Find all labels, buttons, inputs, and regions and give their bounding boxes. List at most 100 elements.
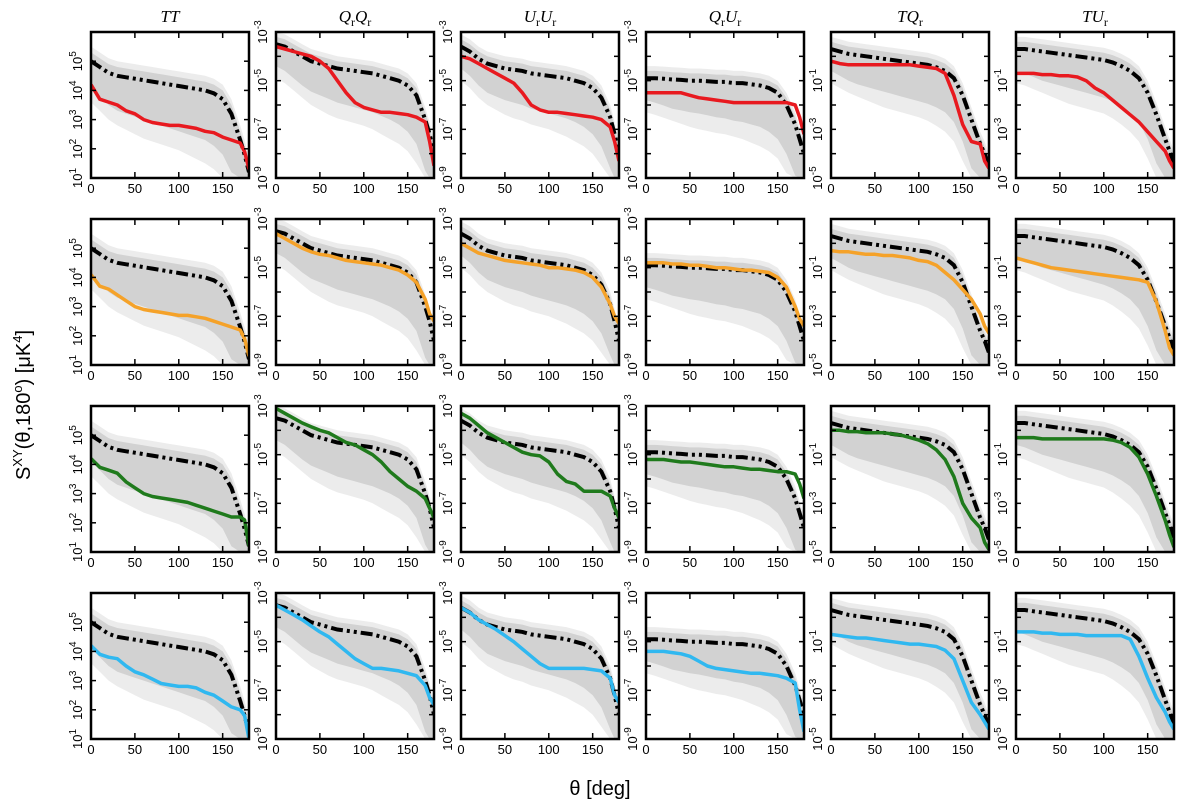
x-tick-label: 150	[767, 181, 789, 196]
y-tick-label: 10-3	[438, 394, 455, 418]
panel-row-4-urur: 0 50 100 150 10-9 10-7 10-5 10-3	[438, 581, 621, 757]
median-line	[646, 76, 804, 155]
median-line	[1016, 234, 1174, 352]
y-tick-label: 10-7	[438, 117, 455, 141]
observed-line	[1016, 71, 1174, 170]
x-tick-label: 100	[908, 742, 930, 757]
y-tick-label: 102	[68, 325, 85, 345]
band-68	[461, 413, 619, 552]
x-tick-label: 50	[128, 555, 142, 570]
panel-row-2-tur: 0 50 100 150 10-5 10-3 10-1	[993, 217, 1176, 383]
x-tick-label: 150	[582, 368, 604, 383]
band-68	[276, 410, 434, 552]
y-tick-label: 10-5	[623, 256, 640, 280]
x-axis-label: θ [deg]	[569, 778, 630, 800]
x-tick-label: 100	[723, 181, 745, 196]
y-tick-label: 10-9	[253, 540, 270, 564]
panel-row-1-tur: 0 50 100 150 10-5 10-3 10-1	[993, 30, 1176, 196]
x-tick-label: 150	[1137, 555, 1159, 570]
band-68	[91, 426, 249, 552]
y-tick-label: 104	[68, 80, 85, 100]
x-tick-label: 100	[353, 555, 375, 570]
y-tick-label: 10-3	[808, 491, 825, 515]
x-tick-label: 0	[87, 742, 94, 757]
median-line	[1016, 608, 1174, 726]
panels-grid: 0 50 100 150 101 102 103 104 105 0 50 100 150 10-9 10-…	[68, 20, 1176, 757]
observed-line	[646, 261, 804, 328]
x-tick-label: 150	[212, 181, 234, 196]
y-tick-label: 10-9	[253, 353, 270, 377]
y-tick-label: 10-7	[438, 304, 455, 328]
y-tick-label: 10-3	[993, 304, 1010, 328]
y-tick-label: 101	[68, 729, 85, 749]
observed-line	[461, 606, 619, 704]
x-tick-label: 150	[582, 555, 604, 570]
x-tick-label: 150	[767, 368, 789, 383]
observed-line	[276, 406, 434, 519]
x-tick-label: 150	[1137, 181, 1159, 196]
y-tick-label: 10-7	[623, 304, 640, 328]
y-tick-label: 10-7	[253, 678, 270, 702]
x-tick-label: 100	[538, 368, 560, 383]
observed-line	[831, 248, 989, 335]
band-68	[276, 597, 434, 739]
column-title-tur: TUr	[1082, 7, 1108, 29]
y-tick-label: 10-5	[808, 727, 825, 751]
observed-line	[461, 54, 619, 162]
panel-row-4-qrur: 0 50 100 150 10-9 10-7 10-5 10-3	[623, 581, 806, 757]
panel-row-4-tt: 0 50 100 150 101 102 103 104 105	[68, 591, 251, 757]
x-tick-label: 100	[168, 742, 190, 757]
axis-labels: θ [deg] SXY(θ,180o) [μK4]	[10, 330, 631, 800]
x-tick-label: 150	[212, 742, 234, 757]
y-tick-label: 10-3	[253, 207, 270, 231]
x-tick-label: 50	[128, 181, 142, 196]
panel-row-1-tt: 0 50 100 150 101 102 103 104 105	[68, 30, 251, 196]
y-tick-label: 101	[68, 168, 85, 188]
x-tick-label: 100	[908, 368, 930, 383]
x-tick-label: 150	[1137, 742, 1159, 757]
x-tick-label: 100	[538, 742, 560, 757]
column-title-tqr: TQr	[897, 7, 923, 29]
observed-line	[461, 411, 619, 519]
column-title-tt: TT	[161, 7, 181, 26]
y-tick-label: 10-3	[438, 20, 455, 44]
y-tick-label: 10-5	[438, 630, 455, 654]
panel-frame	[89, 591, 251, 741]
y-tick-label: 10-7	[253, 304, 270, 328]
x-tick-label: 0	[1012, 181, 1019, 196]
band-68	[91, 239, 249, 365]
median-line	[91, 433, 249, 547]
y-tick-label: 103	[68, 483, 85, 503]
x-tick-label: 100	[1093, 742, 1115, 757]
y-tick-label: 10-9	[438, 540, 455, 564]
x-tick-label: 50	[868, 555, 882, 570]
observed-line	[831, 59, 989, 170]
x-tick-label: 100	[538, 181, 560, 196]
x-tick-label: 0	[1012, 368, 1019, 383]
y-tick-label: 10-1	[808, 69, 825, 93]
x-tick-label: 100	[723, 555, 745, 570]
y-tick-label: 10-5	[808, 166, 825, 190]
band-68	[646, 444, 804, 552]
median-line	[831, 608, 989, 728]
y-tick-label: 10-5	[623, 443, 640, 467]
panel-row-2-tqr: 0 50 100 150 10-5 10-3 10-1	[808, 217, 991, 383]
y-tick-label: 105	[68, 238, 85, 258]
y-tick-label: 10-5	[438, 443, 455, 467]
y-tick-label: 10-7	[253, 491, 270, 515]
x-tick-label: 0	[272, 742, 279, 757]
x-tick-label: 50	[498, 368, 512, 383]
y-tick-label: 10-9	[438, 727, 455, 751]
x-tick-label: 50	[498, 181, 512, 196]
x-tick-label: 150	[397, 555, 419, 570]
x-tick-label: 50	[683, 181, 697, 196]
median-line	[461, 418, 619, 529]
y-tick-label: 10-3	[438, 581, 455, 605]
x-tick-label: 100	[1093, 368, 1115, 383]
observed-line	[276, 603, 434, 706]
panel-row-1-tqr: 0 50 100 150 10-5 10-3 10-1	[808, 30, 991, 196]
y-tick-label: 10-5	[808, 540, 825, 564]
y-tick-label: 10-3	[808, 117, 825, 141]
x-tick-label: 150	[397, 742, 419, 757]
y-tick-label: 10-5	[993, 353, 1010, 377]
